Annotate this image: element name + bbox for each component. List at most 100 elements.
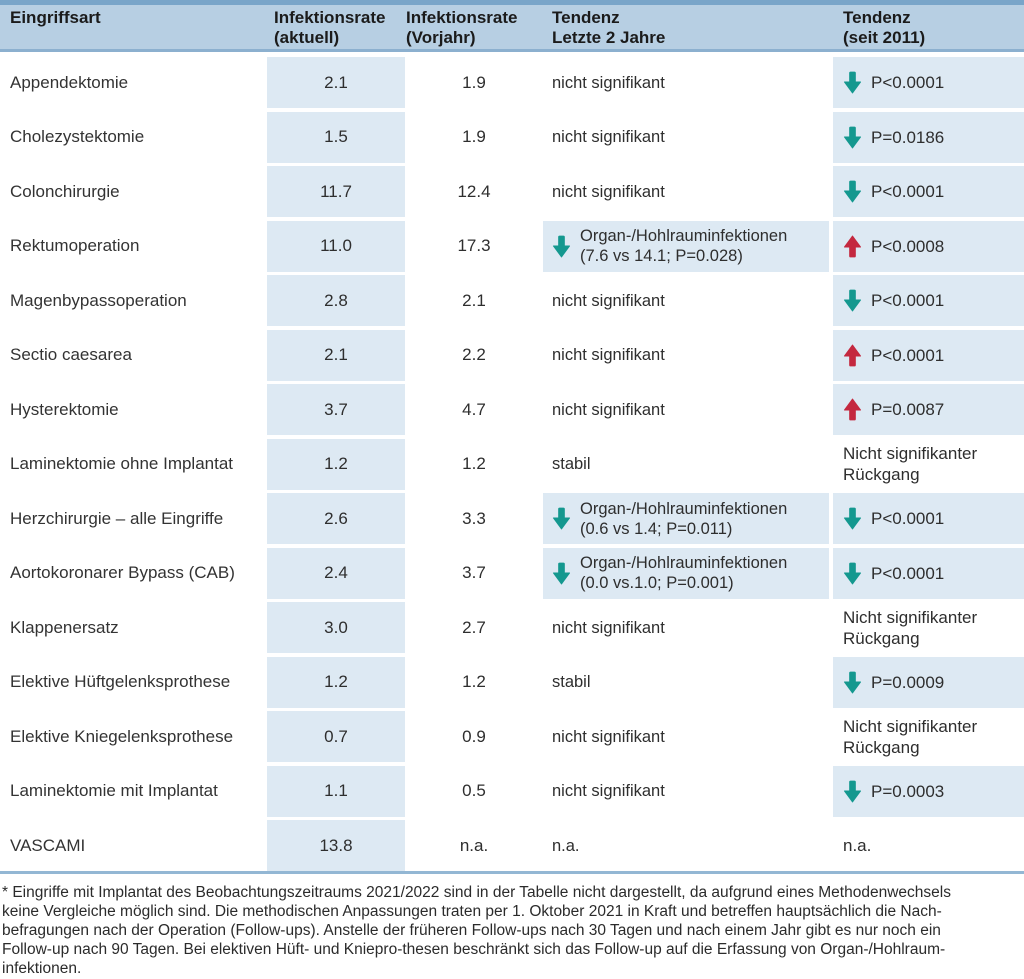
trend-2y-line1: nicht signifikant bbox=[552, 73, 665, 92]
trend-last-2-years: Organ-/Hohlrauminfektionen (0.0 vs.1.0; P… bbox=[543, 547, 829, 599]
trend-since-2011: P=0.0087 bbox=[833, 384, 1024, 435]
procedure-name: Appendektomie bbox=[10, 72, 129, 92]
header-label: Letzte 2 Jahre bbox=[552, 28, 666, 47]
procedure-name: Laminektomie ohne Implantat bbox=[10, 454, 234, 473]
header-label: Infektionsrate bbox=[406, 8, 518, 27]
trend-2y-text: Organ-/Hohlrauminfektionen (7.6 vs 14.1; … bbox=[580, 226, 787, 266]
trend-down-icon bbox=[843, 780, 862, 802]
procedure-name: Rektumoperation bbox=[10, 236, 140, 255]
rate-previous: 4.7 bbox=[462, 399, 486, 419]
trend-2011-text: Nicht signifikanter Rückgang bbox=[843, 716, 978, 757]
trend-2011-text: P<0.0001 bbox=[871, 509, 945, 528]
trend-since-2011: P<0.0008 bbox=[833, 220, 1024, 272]
trend-2y-line1: nicht signifikant bbox=[552, 400, 665, 419]
trend-2y-line1: nicht signifikant bbox=[552, 346, 665, 364]
trend-down-icon bbox=[843, 562, 862, 584]
trend-since-2011: P<0.0001 bbox=[833, 57, 1024, 108]
table-body: Appendektomie 2.1 1.9 nicht signifikant P<0.… bbox=[0, 52, 1024, 871]
trend-2011-text: P=0.0186 bbox=[871, 127, 945, 147]
trend-2y-line1: nicht signifikant bbox=[552, 782, 665, 800]
header-label: Infektionsrate bbox=[274, 8, 386, 27]
trend-2y-line1: nicht signifikant bbox=[552, 182, 665, 201]
trend-2y-text: nicht signifikant bbox=[552, 73, 665, 93]
trend-2y-line2: (7.6 vs 14.1; P=0.028) bbox=[580, 247, 743, 265]
table-row: Magenbypassoperation 2.8 2.1 nicht signifik… bbox=[0, 275, 1024, 326]
trend-up-icon bbox=[843, 398, 862, 421]
rate-current: 1.2 bbox=[267, 438, 405, 490]
trend-2y-line1: Organ-/Hohlrauminfektionen bbox=[580, 499, 788, 518]
trend-2y-line2: (0.0 vs.1.0; P=0.001) bbox=[580, 574, 734, 592]
rate-previous: 0.5 bbox=[462, 781, 486, 800]
trend-2y-line1: n.a. bbox=[552, 836, 580, 855]
table-row: Colonchirurgie 11.7 12.4 nicht signifikant P… bbox=[0, 166, 1024, 217]
header-label: Tendenz bbox=[552, 8, 620, 27]
trend-last-2-years: stabil bbox=[543, 439, 829, 490]
table-row: Appendektomie 2.1 1.9 nicht signifikant P<0.… bbox=[0, 57, 1024, 108]
trend-since-2011: P<0.0001 bbox=[833, 275, 1024, 326]
trend-last-2-years: nicht signifikant bbox=[543, 166, 829, 217]
header-label: Tendenz bbox=[843, 8, 911, 27]
rate-previous: n.a. bbox=[459, 835, 489, 855]
trend-down-icon bbox=[843, 71, 862, 94]
table-row: Aortokoronarer Bypass (CAB) 2.4 3.7 Organ-/… bbox=[0, 547, 1024, 599]
trend-last-2-years: nicht signifikant bbox=[543, 57, 829, 108]
trend-2y-text: n.a. bbox=[552, 836, 580, 856]
procedure-name: Elektive Hüftgelenksprothese bbox=[10, 672, 231, 691]
rate-current: 2.4 bbox=[267, 547, 405, 599]
trend-since-2011: P<0.0001 bbox=[833, 329, 1024, 381]
header-label: Eingriffsart bbox=[10, 8, 101, 27]
header-tendenz-seit-2011: Tendenz (seit 2011) bbox=[833, 5, 1024, 49]
table-row: Laminektomie ohne Implantat 1.2 1.2 stabil N… bbox=[0, 438, 1024, 490]
trend-down-icon bbox=[843, 671, 862, 693]
trend-last-2-years: n.a. bbox=[543, 820, 829, 871]
trend-2y-text: stabil bbox=[552, 454, 591, 474]
trend-2y-text: nicht signifikant bbox=[552, 400, 665, 420]
trend-2y-line1: nicht signifikant bbox=[552, 727, 665, 746]
trend-2011-text: P=0.0009 bbox=[871, 672, 945, 692]
trend-down-icon bbox=[843, 507, 862, 530]
trend-2011-text: P<0.0001 bbox=[871, 73, 945, 92]
rate-current: 13.8 bbox=[267, 820, 405, 871]
trend-2y-text: nicht signifikant bbox=[552, 618, 665, 638]
trend-2011-text: Nicht signifikanter Rückgang bbox=[843, 444, 978, 484]
trend-last-2-years: Organ-/Hohlrauminfektionen (0.6 vs 1.4; P… bbox=[543, 493, 829, 544]
footnote-line: * Eingriffe mit Implantat des Beobachtun… bbox=[2, 884, 951, 901]
trend-since-2011: n.a. bbox=[833, 820, 1024, 871]
footnote-line: Follow-up nach 90 Tagen. Bei elektiven H… bbox=[2, 941, 946, 958]
trend-since-2011: P<0.0001 bbox=[833, 547, 1024, 599]
trend-2011-text: P=0.0003 bbox=[871, 781, 945, 801]
rate-current: 1.5 bbox=[267, 111, 405, 163]
trend-2011-text: P=0.0087 bbox=[871, 400, 945, 419]
rate-current: 11.0 bbox=[267, 220, 405, 272]
table-row: Herzchirurgie – alle Eingriffe 2.6 3.3 Orga… bbox=[0, 493, 1024, 544]
trend-2y-text: nicht signifikant bbox=[552, 127, 665, 147]
trend-down-icon bbox=[843, 289, 862, 312]
trend-up-icon bbox=[843, 344, 862, 366]
header-tendenz-2-jahre: Tendenz Letzte 2 Jahre bbox=[543, 5, 833, 49]
trend-last-2-years: nicht signifikant bbox=[543, 112, 829, 163]
trend-2y-line1: stabil bbox=[552, 455, 591, 473]
rate-current: 2.6 bbox=[267, 493, 405, 544]
trend-down-icon bbox=[552, 562, 571, 584]
trend-2011-text: P<0.0008 bbox=[871, 236, 945, 256]
trend-2y-text: nicht signifikant bbox=[552, 291, 665, 311]
trend-2y-line2: (0.6 vs 1.4; P=0.011) bbox=[580, 519, 733, 538]
trend-2y-text: stabil bbox=[552, 672, 591, 692]
procedure-name: Colonchirurgie bbox=[10, 181, 120, 201]
rate-previous: 2.1 bbox=[462, 290, 486, 310]
rate-previous: 1.9 bbox=[462, 72, 486, 92]
header-infektionsrate-vorjahr: Infektionsrate (Vorjahr) bbox=[405, 5, 543, 49]
header-label: (Vorjahr) bbox=[406, 28, 476, 47]
procedure-name: Laminektomie mit Implantat bbox=[10, 781, 218, 800]
rate-previous: 1.2 bbox=[462, 672, 486, 691]
procedure-name: Herzchirurgie – alle Eingriffe bbox=[10, 508, 224, 528]
rate-previous: 2.7 bbox=[462, 617, 486, 637]
rate-current: 2.8 bbox=[267, 275, 405, 326]
header-label: (aktuell) bbox=[274, 28, 340, 47]
footnote-line: keine Vergleiche möglich sind. Die metho… bbox=[2, 903, 942, 920]
trend-last-2-years: stabil bbox=[543, 657, 829, 708]
trend-2y-text: nicht signifikant bbox=[552, 727, 665, 747]
trend-up-icon bbox=[843, 235, 862, 257]
trend-down-icon bbox=[843, 180, 862, 203]
